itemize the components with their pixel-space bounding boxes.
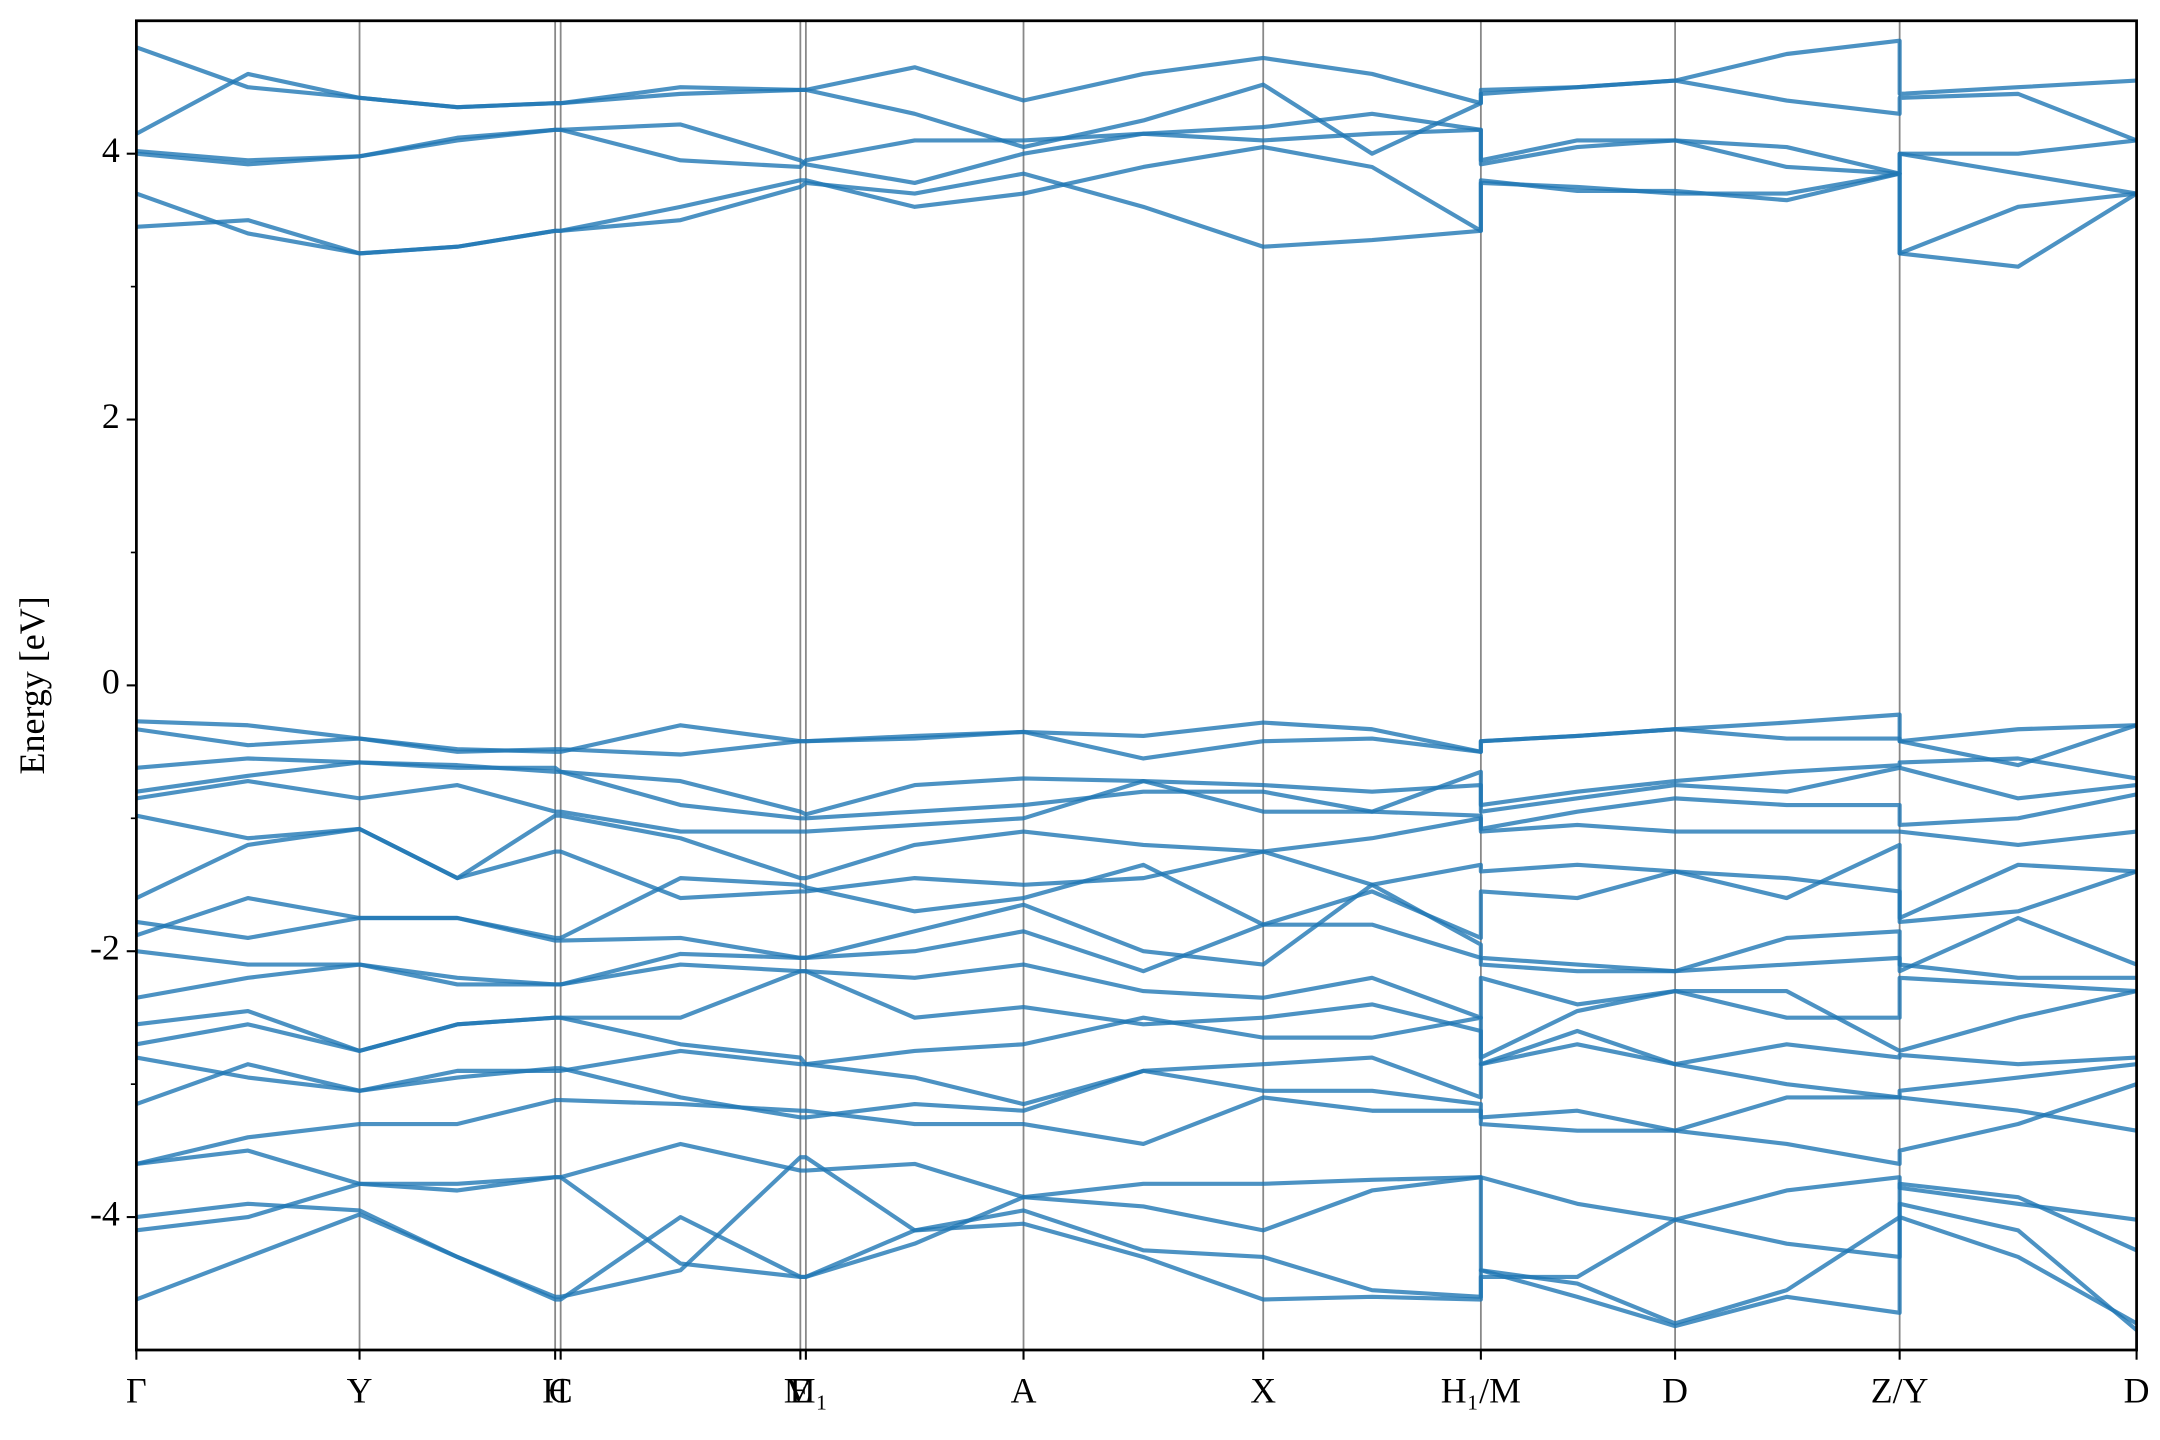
band-line <box>136 1082 2137 1166</box>
y-tick-label: 2 <box>102 396 120 436</box>
band-line <box>136 882 2137 974</box>
y-tick-label: 4 <box>102 130 120 170</box>
band-line <box>136 144 2137 256</box>
band-line <box>136 969 2137 1060</box>
x-tick-label: X <box>1250 1371 1276 1411</box>
y-axis-label: Energy [eV] <box>12 596 52 774</box>
y-tick-label: -2 <box>90 927 120 967</box>
band-line <box>136 1141 2137 1222</box>
x-tick-label: M₁ <box>784 1371 828 1411</box>
band-line <box>136 1175 2137 1299</box>
x-tick-label: D <box>1662 1371 1688 1411</box>
band-line <box>136 779 2137 834</box>
x-tick-label: D <box>2124 1371 2150 1411</box>
band-line <box>136 922 2137 987</box>
band-line <box>136 723 2137 768</box>
band-line <box>136 1155 2137 1332</box>
y-tick-label: -4 <box>90 1193 120 1233</box>
band-line <box>136 38 2137 110</box>
band-line <box>136 111 2137 186</box>
x-tick-label: H₁/M <box>1441 1371 1521 1411</box>
band-line <box>136 962 2137 1020</box>
x-tick-label: H <box>542 1371 568 1411</box>
band-line <box>136 826 2137 921</box>
plot-frame <box>134 19 2138 1352</box>
x-tick-label: A <box>1011 1371 1037 1411</box>
x-tick-label: Z/Y <box>1871 1371 1929 1411</box>
x-tick-label: E <box>789 1371 811 1411</box>
band-line <box>136 1015 2137 1067</box>
band-line <box>136 1062 2137 1133</box>
y-tick-label: 0 <box>102 662 120 702</box>
band-line <box>136 813 2137 881</box>
band-line <box>136 712 2137 754</box>
x-tick-label: C <box>549 1371 573 1411</box>
x-tick-label: Γ <box>126 1371 147 1411</box>
x-tick-label: Y <box>347 1371 373 1411</box>
